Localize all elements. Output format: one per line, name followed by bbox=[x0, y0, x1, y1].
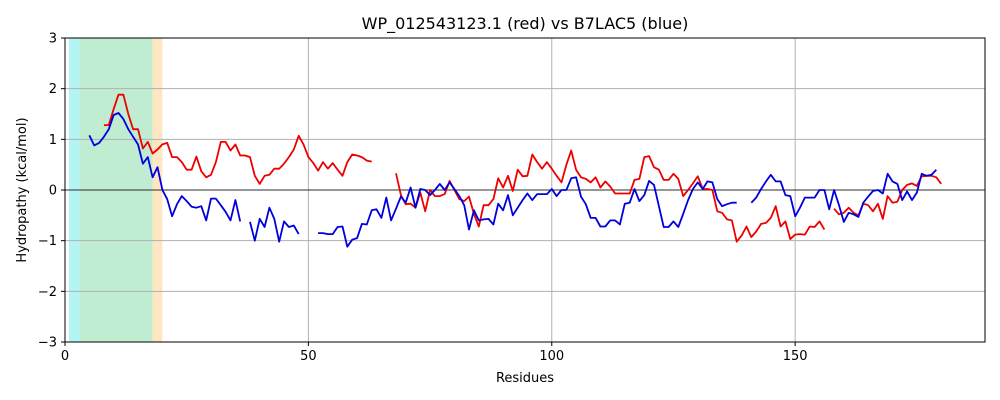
series-0-segment-1 bbox=[395, 149, 826, 243]
axis-ticks: 0 50 100 150 −3 −2 −1 0 1 2 3 bbox=[38, 32, 808, 365]
series-1-segment-3 bbox=[750, 169, 937, 223]
series-0-segment-2 bbox=[833, 174, 942, 220]
series-lines bbox=[88, 93, 942, 248]
x-tick-label: 100 bbox=[539, 349, 564, 364]
x-tick-label: 50 bbox=[300, 349, 317, 364]
y-tick-label: −1 bbox=[38, 234, 57, 249]
x-axis-label: Residues bbox=[496, 371, 554, 386]
chart-title: WP_012543123.1 (red) vs B7LAC5 (blue) bbox=[362, 14, 689, 34]
y-tick-label: 0 bbox=[49, 184, 57, 199]
series-1-segment-0 bbox=[88, 112, 242, 222]
x-tick-label: 0 bbox=[61, 349, 69, 364]
y-tick-label: −3 bbox=[38, 336, 57, 351]
y-tick-label: 2 bbox=[49, 82, 57, 97]
series-1-segment-1 bbox=[249, 206, 300, 243]
y-axis-label: Hydropathy (kcal/mol) bbox=[15, 117, 30, 262]
series-0-segment-0 bbox=[103, 93, 372, 185]
y-tick-label: 3 bbox=[49, 32, 57, 47]
y-tick-label: 1 bbox=[49, 133, 57, 148]
y-tick-label: −2 bbox=[38, 285, 57, 300]
x-tick-label: 150 bbox=[783, 349, 808, 364]
series-1-segment-2 bbox=[318, 176, 737, 248]
